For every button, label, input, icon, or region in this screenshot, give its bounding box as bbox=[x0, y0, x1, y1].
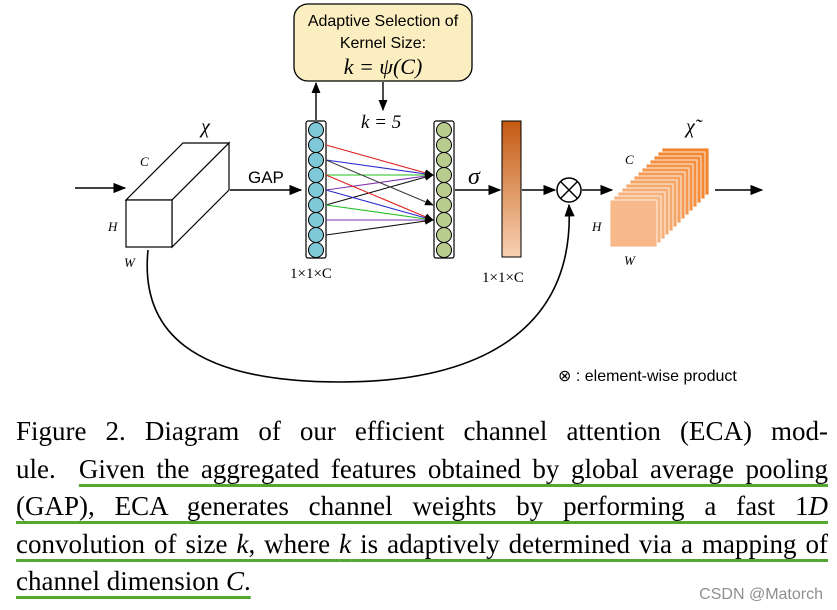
input-axis-h: H bbox=[107, 219, 118, 234]
element-wise-product-icon bbox=[556, 177, 582, 203]
dim-label-left: 1×1×C bbox=[290, 266, 332, 282]
dim-label-right: 1×1×C bbox=[482, 270, 524, 286]
skip-connection bbox=[146, 203, 575, 383]
kernel-selection-line1: Adaptive Selection of bbox=[308, 13, 459, 30]
caption-s3: Given the aggregated features obtained b… bbox=[16, 453, 828, 522]
gap-label: GAP bbox=[248, 168, 284, 187]
right-node-4 bbox=[436, 182, 452, 198]
left-nodes bbox=[308, 122, 324, 258]
left-node-1 bbox=[308, 137, 324, 153]
output-axis-h: H bbox=[591, 219, 602, 234]
caption-s8: k bbox=[339, 528, 352, 559]
channel-weight-bar bbox=[501, 120, 522, 258]
output-symbol: χ̃ bbox=[684, 116, 703, 138]
connection-line-6 bbox=[325, 189, 434, 222]
left-node-3 bbox=[308, 167, 324, 183]
connection-line-5 bbox=[325, 174, 434, 221]
input-axis-c: C bbox=[140, 154, 149, 169]
k-value: k = 5 bbox=[361, 112, 401, 133]
left-node-0 bbox=[308, 122, 324, 138]
caption-s7: , where bbox=[248, 528, 340, 559]
right-node-2 bbox=[436, 152, 452, 168]
right-node-6 bbox=[436, 212, 452, 228]
conv1d-connections bbox=[325, 144, 434, 236]
caption-s11: . bbox=[243, 566, 251, 596]
sigma-label: σ bbox=[468, 164, 481, 190]
input-axis-w: W bbox=[124, 255, 136, 270]
connection-line-9 bbox=[325, 217, 434, 236]
connection-line-1 bbox=[325, 159, 434, 178]
caption-highlighted: Given the aggregated features obtained b… bbox=[16, 454, 828, 597]
right-node-3 bbox=[436, 167, 452, 183]
output-axis-c: C bbox=[625, 152, 634, 167]
right-node-1 bbox=[436, 137, 452, 153]
caption-s6: k bbox=[236, 528, 249, 559]
right-node-0 bbox=[436, 122, 452, 138]
output-slice-0 bbox=[609, 199, 658, 248]
input-feature-cube bbox=[124, 141, 231, 249]
caption-s10: C bbox=[225, 566, 244, 596]
kernel-selection-formula: k = ψ(C) bbox=[344, 54, 423, 79]
connection-line-4 bbox=[325, 173, 434, 206]
eca-diagram: χ C H W GAP 1×1×C Adaptive Selection of … bbox=[75, 3, 764, 385]
output-axis-w: W bbox=[624, 253, 636, 268]
left-node-4 bbox=[308, 182, 324, 198]
right-node-5 bbox=[436, 197, 452, 213]
output-feature-cube bbox=[609, 147, 710, 248]
right-node-7 bbox=[436, 227, 452, 243]
watermark: CSDN @Matorch bbox=[699, 586, 823, 603]
product-legend: ⊗ : element-wise product bbox=[558, 368, 737, 385]
left-node-7 bbox=[308, 227, 324, 243]
connection-line-0 bbox=[325, 144, 434, 177]
caption-s5: convolution of size bbox=[16, 528, 237, 559]
kernel-selection-line2: Kernel Size: bbox=[340, 35, 426, 52]
kernel-selection-box bbox=[293, 3, 473, 82]
left-node-2 bbox=[308, 152, 324, 168]
left-node-8 bbox=[308, 242, 324, 258]
right-node-8 bbox=[436, 242, 452, 258]
left-node-5 bbox=[308, 197, 324, 213]
connection-line-7 bbox=[325, 204, 434, 223]
caption-s9: is adaptively determined via a mapping o… bbox=[16, 528, 828, 597]
caption-title: Figure 2. Diagram of our efficient chann… bbox=[16, 416, 828, 446]
left-node-6 bbox=[308, 212, 324, 228]
caption-ule: ule. bbox=[16, 453, 56, 484]
input-symbol: χ bbox=[199, 116, 211, 138]
connection-line-10 bbox=[325, 159, 434, 206]
right-nodes bbox=[436, 122, 452, 258]
figure-caption: Figure 2. Diagram of our efficient chann… bbox=[16, 413, 828, 601]
caption-s4: D bbox=[808, 491, 829, 521]
